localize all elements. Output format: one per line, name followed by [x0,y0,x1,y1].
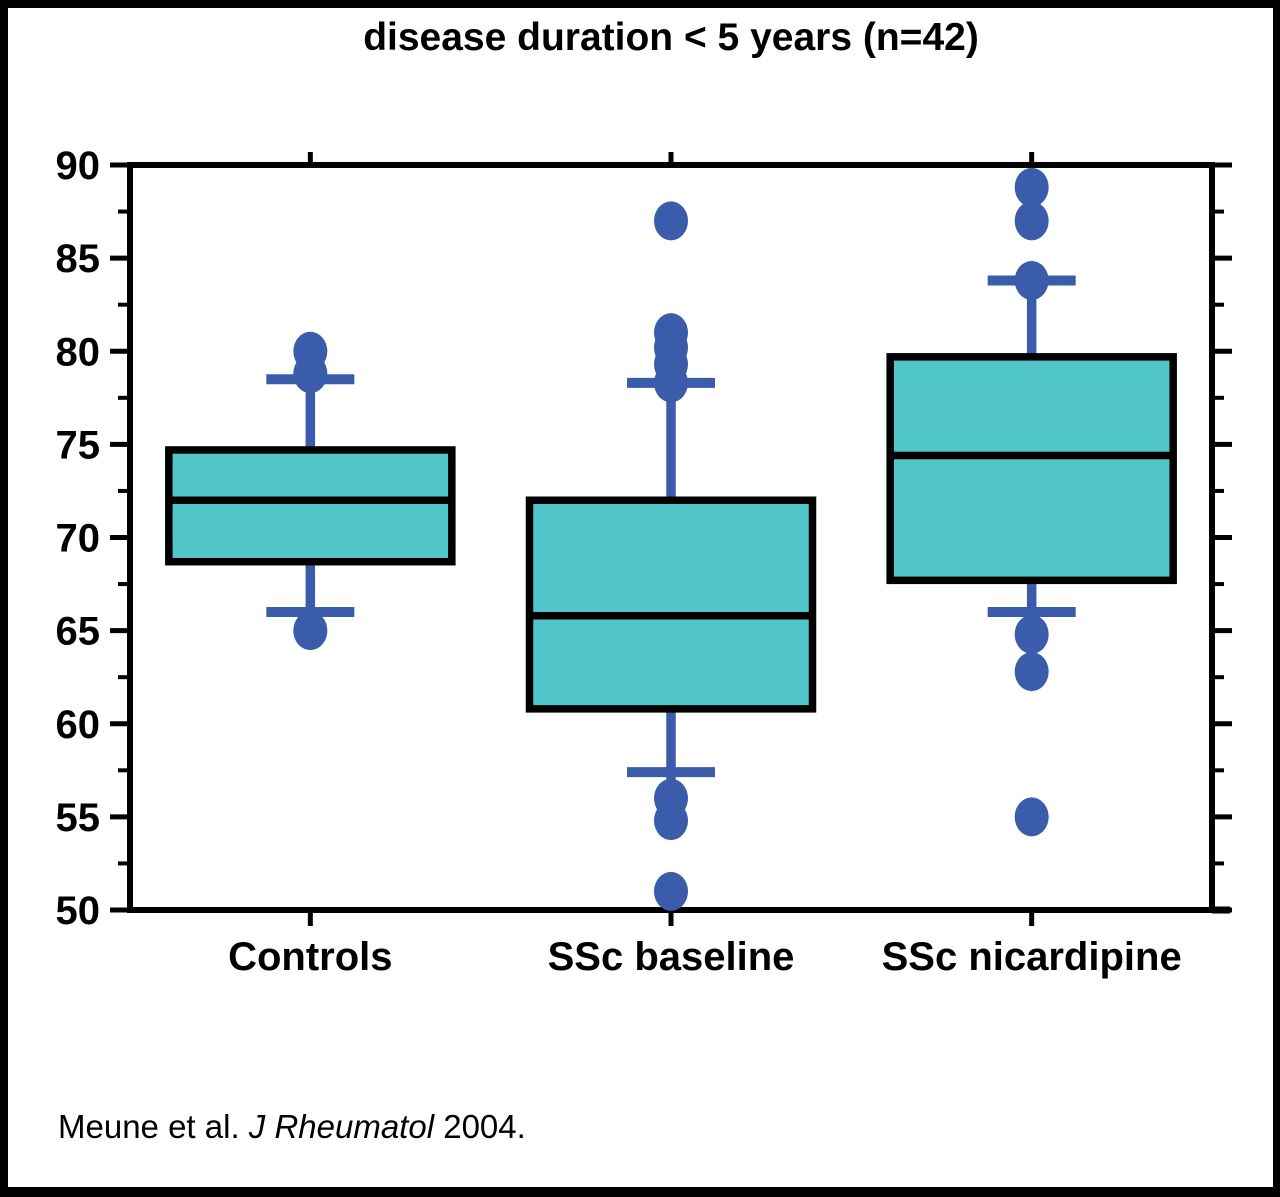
outlier-ssc-baseline-51 [654,871,688,911]
y-tick-label-75: 75 [56,423,101,467]
citation: Meune et al. J Rheumatol 2004. [58,1108,526,1146]
y-tick-label-70: 70 [56,517,101,561]
box-ssc-baseline [525,496,817,713]
citation-year: 2004. [434,1108,526,1145]
outlier-ssc-baseline-54-8 [654,801,688,841]
y-tick-label-80: 80 [56,330,101,374]
box-ssc-nicardipine [886,353,1177,585]
outlier-controls-78-8 [293,354,328,394]
chart-title: disease duration < 5 years (n=42) [363,16,979,59]
outlier-ssc-baseline-78-3 [654,363,688,403]
outlier-ssc-nicardipine-83-8 [1014,260,1049,300]
y-tick-label-55: 55 [56,796,101,840]
y-tick-label-50: 50 [56,889,101,933]
citation-journal: J Rheumatol [248,1108,435,1145]
outlier-ssc-nicardipine-88-8 [1014,167,1049,207]
y-tick-label-60: 60 [56,703,101,747]
y-tick-label-85: 85 [56,237,101,281]
page-border-bottom [0,1187,1280,1197]
page-border-left [0,0,8,1197]
outlier-ssc-nicardipine-64-8 [1014,614,1049,654]
outlier-controls-65 [293,611,328,651]
y-tick-label-65: 65 [56,610,101,654]
page-border-right [1273,0,1280,1197]
page-border-top [0,0,1280,8]
outlier-ssc-nicardipine-87 [1014,201,1049,241]
outlier-ssc-baseline-87 [654,201,688,241]
y-tick-label-90: 90 [56,144,101,188]
outlier-ssc-nicardipine-55 [1014,797,1049,837]
x-tick-label-controls: Controls [228,935,392,979]
box-controls [165,446,456,566]
outlier-ssc-nicardipine-62-8 [1014,652,1049,692]
citation-authors: Meune et al. [58,1108,249,1145]
x-tick-label-ssc-baseline: SSc baseline [548,935,795,979]
x-tick-label-ssc-nicardipine: SSc nicardipine [882,935,1182,979]
